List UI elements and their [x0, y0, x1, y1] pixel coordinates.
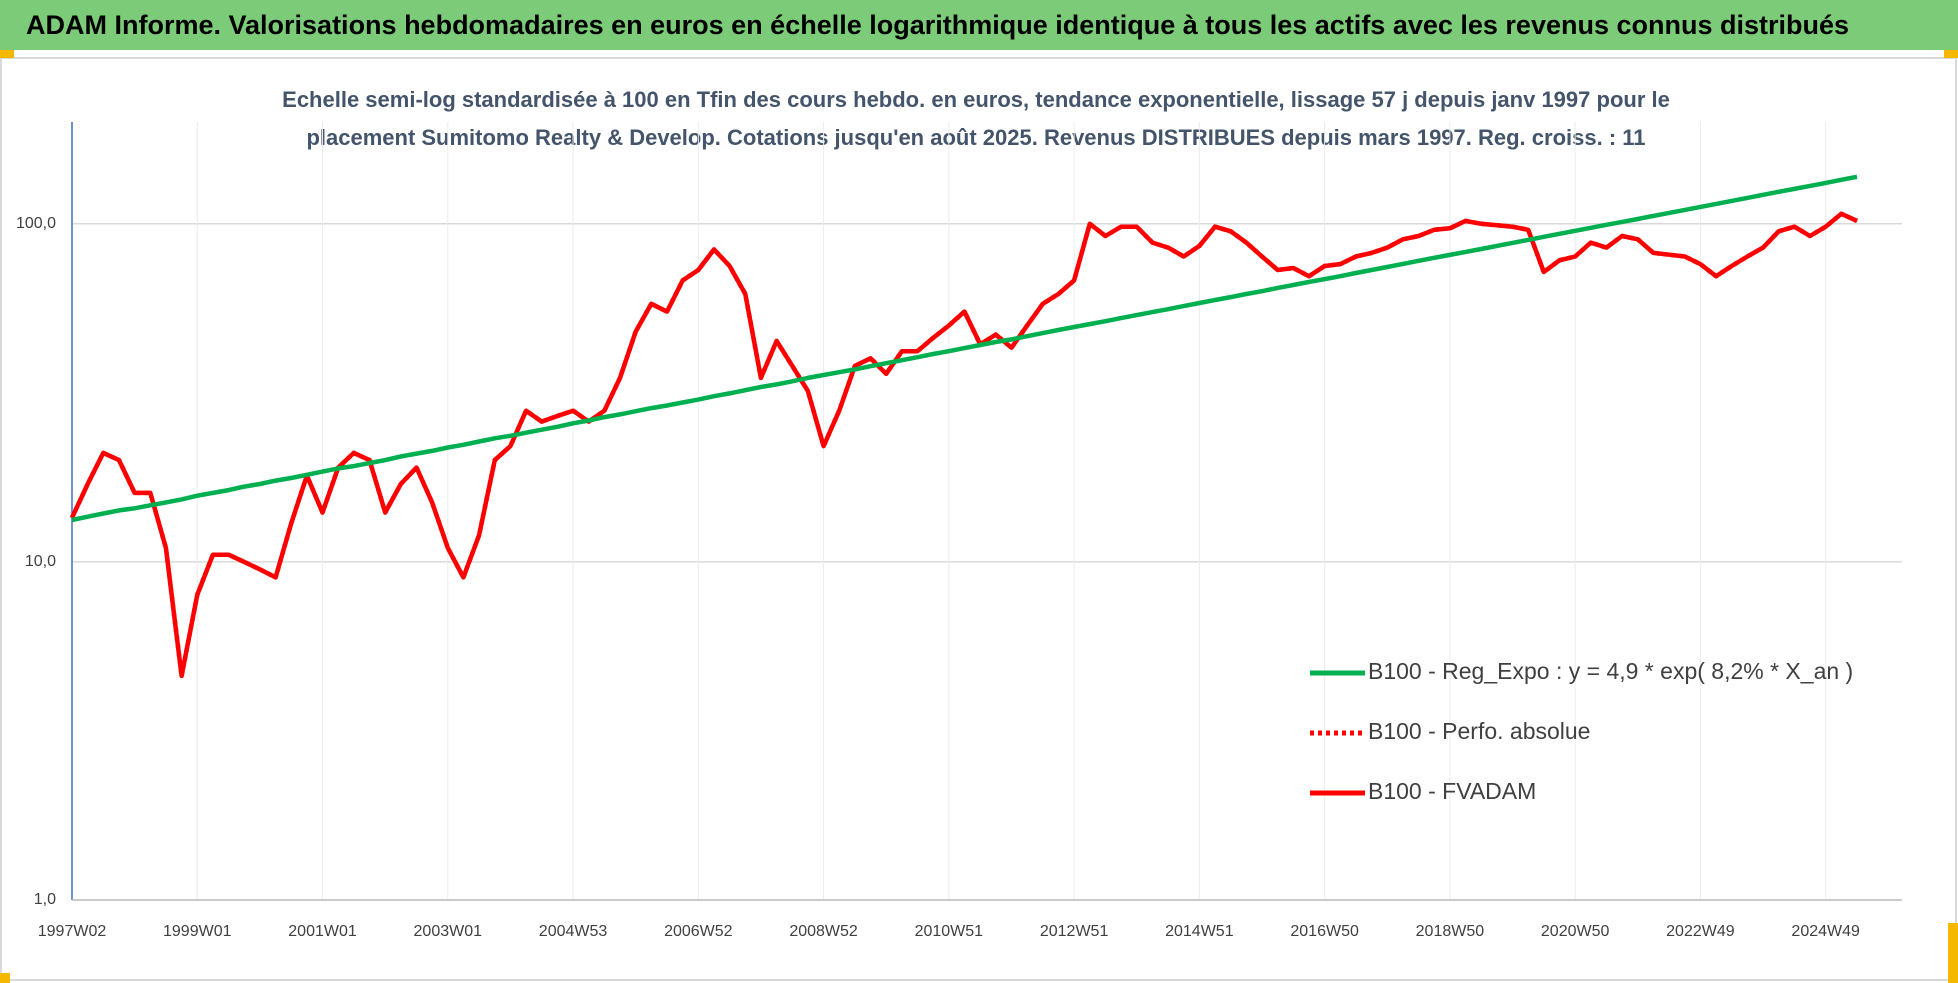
y-tick-label: 1,0: [34, 891, 56, 908]
x-tick-label: 2018W50: [1416, 923, 1485, 940]
x-tick-label: 2012W51: [1040, 923, 1109, 940]
x-tick-label: 2022W49: [1666, 923, 1735, 940]
x-tick-label: 2014W51: [1165, 923, 1234, 940]
x-tick-label: 2003W01: [414, 923, 483, 940]
y-tick-label: 100,0: [16, 215, 56, 232]
corner-mark: [1948, 923, 1958, 983]
x-tick-label: 2010W51: [915, 923, 984, 940]
x-tick-label: 2004W53: [539, 923, 608, 940]
legend-label: B100 - Perfo. absolue: [1368, 718, 1590, 744]
legend-label: B100 - Reg_Expo : y = 4,9 * exp( 8,2% * …: [1368, 658, 1853, 684]
x-tick-label: 2024W49: [1791, 923, 1860, 940]
x-tick-label: 2006W52: [664, 923, 733, 940]
series-line: [69, 211, 1858, 679]
corner-mark: [1944, 50, 1958, 58]
series-line: [69, 211, 1858, 679]
y-tick-label: 10,0: [25, 553, 56, 570]
x-tick-label: 2020W50: [1541, 923, 1610, 940]
chart-title: placement Sumitomo Realty & Develop. Cot…: [306, 125, 1645, 150]
corner-mark: [0, 973, 10, 983]
x-tick-label: 2008W52: [789, 923, 858, 940]
header-title: ADAM Informe. Valorisations hebdomadaire…: [0, 0, 1958, 50]
corner-mark: [0, 50, 14, 58]
chart-frame: [0, 57, 1957, 981]
legend-label: B100 - FVADAM: [1368, 778, 1536, 804]
x-tick-label: 2016W50: [1290, 923, 1359, 940]
x-tick-label: 1997W02: [38, 923, 107, 940]
chart-title: Echelle semi-log standardisée à 100 en T…: [282, 87, 1670, 112]
x-tick-label: 2001W01: [288, 923, 357, 940]
series-line: [71, 174, 1858, 523]
x-tick-label: 1999W01: [163, 923, 232, 940]
